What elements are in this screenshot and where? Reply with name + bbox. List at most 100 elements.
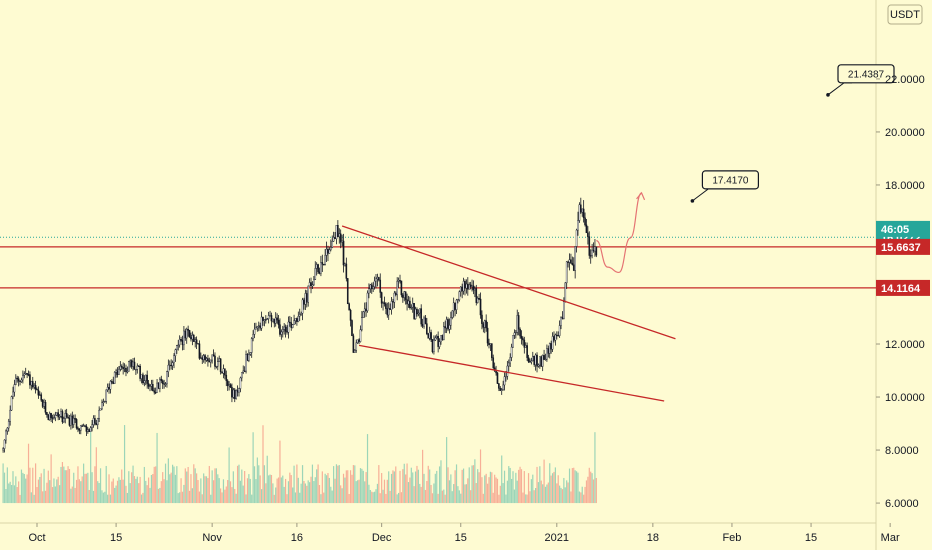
candle-body xyxy=(286,331,288,333)
candle-body xyxy=(270,315,273,322)
candle-body xyxy=(537,364,540,367)
candle-body xyxy=(311,284,314,287)
volume-bar xyxy=(33,494,35,504)
candle-body xyxy=(173,355,175,363)
volume-bar xyxy=(406,463,408,504)
candle-body xyxy=(111,381,113,383)
volume-bar xyxy=(546,484,548,504)
candle-body xyxy=(359,329,362,342)
volume-bar xyxy=(457,486,459,504)
volume-bar xyxy=(70,488,72,504)
volume-bar xyxy=(136,476,138,504)
volume-bar xyxy=(253,466,256,504)
candle-body xyxy=(351,320,353,337)
volume-bar xyxy=(112,478,114,504)
candle-body xyxy=(269,315,271,317)
candle-body xyxy=(130,360,133,367)
volume-bar xyxy=(311,464,314,504)
candle-body xyxy=(420,308,423,325)
volume-bar xyxy=(23,474,25,504)
volume-bars xyxy=(2,425,597,504)
candle-body xyxy=(105,389,108,402)
volume-bar xyxy=(491,472,493,504)
candle-body xyxy=(233,389,236,399)
candle-body xyxy=(266,318,269,320)
volume-bar xyxy=(34,463,37,504)
candle-body xyxy=(378,277,380,281)
candle-body xyxy=(557,335,560,337)
candle-body xyxy=(17,378,20,382)
volume-bar xyxy=(499,485,501,504)
candle-body xyxy=(149,385,151,388)
candle-body xyxy=(567,261,569,263)
volume-bar xyxy=(183,484,185,504)
candle-body xyxy=(259,325,261,329)
candle-body xyxy=(289,321,291,324)
volume-bar xyxy=(97,481,99,504)
candle-body xyxy=(375,278,377,282)
volume-bar xyxy=(434,473,436,504)
candle-body xyxy=(219,358,222,372)
candle-body xyxy=(366,292,369,311)
candle-body xyxy=(188,330,191,338)
candle-body xyxy=(75,419,78,429)
candle-body xyxy=(356,339,359,344)
volume-bar xyxy=(80,481,82,504)
volume-bar xyxy=(324,473,326,504)
y-tick-label: 12.0000 xyxy=(885,339,925,351)
candle-body xyxy=(438,341,441,347)
volume-bar xyxy=(340,485,342,504)
volume-bar xyxy=(563,477,565,504)
volume-bar xyxy=(549,463,551,504)
candle-body xyxy=(322,264,325,266)
volume-bar xyxy=(413,486,415,504)
candle-body xyxy=(363,308,366,313)
candle-body xyxy=(553,336,555,341)
volume-bar xyxy=(174,474,177,504)
volume-bar xyxy=(348,493,350,504)
volume-bar xyxy=(407,482,410,504)
volume-bar xyxy=(471,465,473,504)
currency-badge[interactable]: USDT xyxy=(887,4,923,25)
candle-body xyxy=(478,298,480,300)
volume-bar xyxy=(92,490,95,504)
volume-bar xyxy=(309,482,311,504)
candle-body xyxy=(550,343,552,350)
volume-bar xyxy=(536,466,538,504)
volume-bar xyxy=(212,480,215,504)
volume-bar xyxy=(511,478,513,504)
volume-bar xyxy=(37,479,40,504)
price-callouts: 17.4170 21.4387 xyxy=(690,64,895,203)
volume-bar xyxy=(354,465,356,504)
volume-bar xyxy=(222,479,225,504)
candle-body xyxy=(546,348,548,360)
volume-bar xyxy=(484,475,486,504)
volume-bar xyxy=(108,474,110,504)
volume-bar xyxy=(50,454,52,504)
candle-body xyxy=(92,418,95,425)
candle-body xyxy=(274,317,277,324)
volume-bar xyxy=(105,465,107,504)
candle-body xyxy=(396,281,398,295)
candle-body xyxy=(454,302,456,310)
volume-bar xyxy=(477,469,479,504)
volume-bar xyxy=(537,482,540,504)
candle-body xyxy=(214,355,216,367)
candle-body xyxy=(394,292,397,295)
volume-bar xyxy=(335,464,338,504)
volume-bar xyxy=(6,467,8,504)
callout-label: 17.4170 xyxy=(712,175,749,186)
candle-body xyxy=(113,372,116,384)
volume-bar xyxy=(104,491,106,504)
volume-bar xyxy=(581,486,583,504)
candle-body xyxy=(301,299,304,314)
volume-bar xyxy=(163,479,165,504)
volume-bar xyxy=(361,468,363,504)
volume-bar xyxy=(8,483,10,504)
volume-bar xyxy=(3,472,6,504)
volume-bar xyxy=(157,488,160,504)
projection-path xyxy=(596,192,643,274)
volume-bar xyxy=(155,466,157,504)
volume-bar xyxy=(181,491,184,504)
